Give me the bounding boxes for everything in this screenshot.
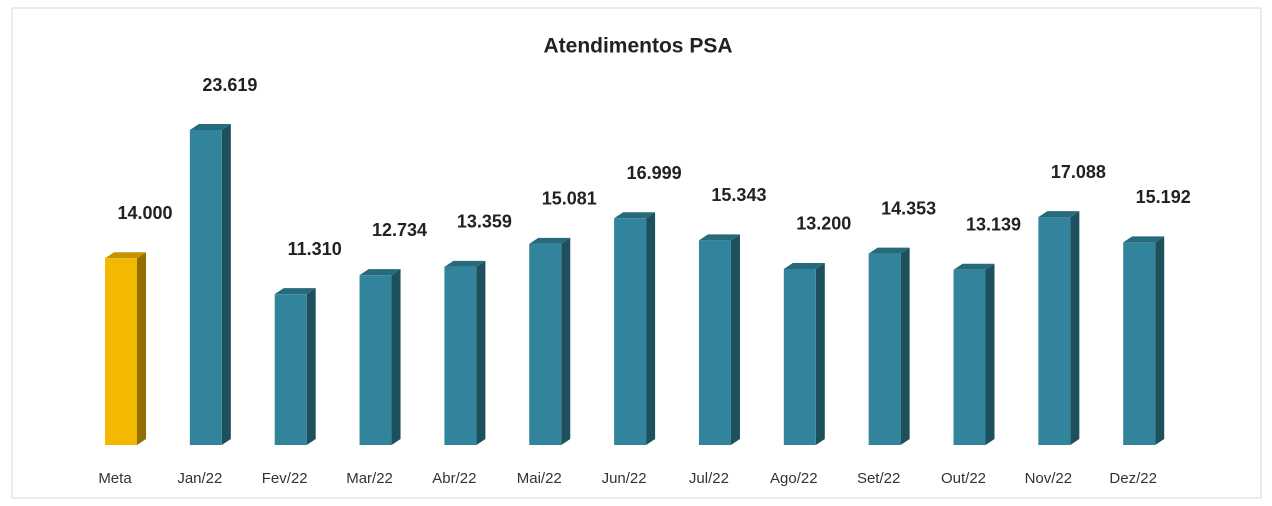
bar-top [698,234,740,241]
bar-top [274,288,316,295]
value-label: 13.139 [966,215,1021,235]
bar-top [105,252,146,259]
bar [189,124,231,445]
value-label: 11.310 [288,239,342,259]
bar-side [1155,236,1165,445]
bar-side [646,212,656,445]
bar-front [1123,242,1156,445]
x-tick-label: Jun/22 [602,470,647,487]
bar-top [189,124,231,130]
bar-top [359,269,401,276]
bar-top [614,212,656,219]
bar [783,262,825,445]
bar-front [1038,217,1071,445]
bar [614,212,656,445]
x-tick-label: Fev/22 [262,470,308,487]
bar [274,288,316,445]
x-tick-label: Mai/22 [517,470,562,487]
x-tick-label: Jan/22 [177,470,222,487]
bar-side [561,237,571,445]
bar [359,269,401,445]
bar [1123,236,1165,445]
value-label: 12.734 [372,220,427,240]
bar-side [221,124,231,445]
bar-side [900,247,910,445]
bar-top [1038,211,1080,218]
bar-side [985,263,995,445]
x-tick-label: Dez/22 [1109,470,1157,487]
value-label: 13.200 [796,214,851,234]
bar [105,252,146,445]
x-tick-label: Jul/22 [689,470,729,487]
bar-front [953,269,986,445]
bar-front [105,258,137,445]
x-tick-label: Abr/22 [432,470,476,487]
value-label: 13.359 [457,212,512,232]
value-label: 15.081 [542,189,597,209]
x-tick-label: Ago/22 [770,470,818,487]
x-tick-label: Mar/22 [346,470,393,487]
bar-top [953,263,995,270]
bar-front [189,130,222,445]
value-label: 14.353 [881,198,936,218]
bar-front [274,294,307,445]
bar-side [1070,211,1080,445]
value-label: 14.000 [117,203,172,223]
bar [953,263,995,445]
bar-front [444,266,477,445]
bar-side [137,252,146,445]
value-label: 23.619 [202,75,257,95]
bar-side [391,269,401,445]
x-tick-label: Set/22 [857,470,900,487]
value-label: 15.192 [1136,187,1191,207]
bar-front [529,243,562,445]
bar-front [359,275,392,445]
bar-side [306,288,316,445]
value-label: 16.999 [627,163,682,183]
x-tick-label: Out/22 [941,470,986,487]
x-tick-label: Nov/22 [1025,470,1073,487]
bar [1038,211,1080,445]
value-label: 17.088 [1051,162,1106,182]
bar-top [529,237,571,244]
value-label: 15.343 [711,185,766,205]
bar-side [730,234,740,445]
chart-title: Atendimentos PSA [543,35,732,58]
bar-front [614,218,647,445]
bar-front [698,240,731,445]
bar [444,260,486,445]
bar-top [868,247,910,254]
bar-side [476,260,486,445]
bar-front [868,253,901,445]
bar [529,237,571,445]
bar-top [1123,236,1165,243]
bar [698,234,740,445]
bar-front [783,268,816,445]
bar-top [783,262,825,269]
bar-top [444,260,486,267]
x-tick-label: Meta [98,470,132,487]
bar [868,247,910,445]
bar-side [815,262,825,445]
